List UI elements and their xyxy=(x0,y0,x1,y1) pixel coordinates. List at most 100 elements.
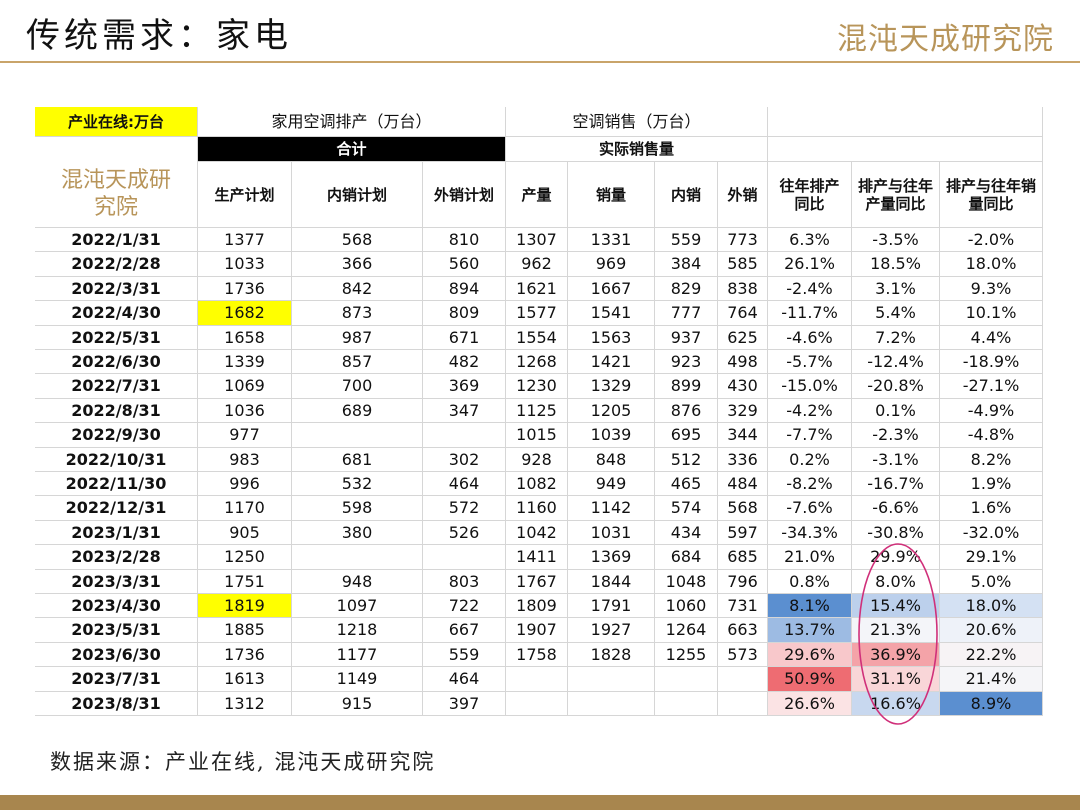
table-cell: 1048 xyxy=(655,569,718,594)
table-cell: -3.5% xyxy=(852,228,940,253)
table-cell: 848 xyxy=(568,447,655,472)
table-cell: 1736 xyxy=(198,642,292,668)
table-cell: 1339 xyxy=(198,350,292,375)
table-cell: 347 xyxy=(423,398,506,424)
table-cell: 700 xyxy=(292,374,423,399)
row-date: 2023/5/31 xyxy=(35,618,198,643)
table-cell: 1758 xyxy=(506,642,568,668)
table-cell: 15.4% xyxy=(852,594,940,619)
table-cell: 29.6% xyxy=(768,642,852,668)
table-cell: 5.0% xyxy=(940,569,1043,594)
column-header: 生产计划 xyxy=(198,162,292,228)
table-cell: 810 xyxy=(423,228,506,253)
table-cell: 26.6% xyxy=(768,691,852,716)
table-cell: 464 xyxy=(423,667,506,692)
table-cell: -8.2% xyxy=(768,472,852,497)
table-cell: -6.6% xyxy=(852,496,940,521)
row-date: 2023/7/31 xyxy=(35,667,198,692)
table-cell: 1264 xyxy=(655,618,718,643)
table-cell: 876 xyxy=(655,398,718,424)
table-cell: 36.9% xyxy=(852,642,940,668)
table-cell xyxy=(506,667,568,692)
table-cell: 842 xyxy=(292,276,423,302)
table-cell: 1809 xyxy=(506,594,568,619)
table-cell: 336 xyxy=(718,447,768,472)
table-cell: 1255 xyxy=(655,642,718,668)
row-date: 2023/3/31 xyxy=(35,569,198,594)
table-cell: 430 xyxy=(718,374,768,399)
table-cell: 1177 xyxy=(292,642,423,668)
table-cell: 695 xyxy=(655,423,718,448)
table-cell: 829 xyxy=(655,276,718,302)
column-header: 产量 xyxy=(506,162,568,228)
table-cell: 1613 xyxy=(198,667,292,692)
blank-header xyxy=(768,107,1043,137)
table-cell: -5.7% xyxy=(768,350,852,375)
table-cell: 1060 xyxy=(655,594,718,619)
table-cell: 1331 xyxy=(568,228,655,253)
table-cell: 689 xyxy=(292,398,423,424)
table-cell: 560 xyxy=(423,252,506,277)
row-date: 2022/12/31 xyxy=(35,496,198,521)
subgroup-header: 实际销售量 xyxy=(506,137,768,162)
table-cell: 873 xyxy=(292,301,423,326)
table-cell: 1082 xyxy=(506,472,568,497)
table-cell: 1250 xyxy=(198,545,292,570)
table-cell: 598 xyxy=(292,496,423,521)
table-cell: 905 xyxy=(198,520,292,546)
table-cell: 366 xyxy=(292,252,423,277)
table-cell: -32.0% xyxy=(940,520,1043,546)
table-cell: 962 xyxy=(506,252,568,277)
row-date: 2022/10/31 xyxy=(35,447,198,472)
row-date: 2022/9/30 xyxy=(35,423,198,448)
table-cell: 8.1% xyxy=(768,594,852,619)
table-cell: 6.3% xyxy=(768,228,852,253)
row-date: 2023/6/30 xyxy=(35,642,198,668)
table-cell: 1658 xyxy=(198,325,292,350)
table-cell: 568 xyxy=(292,228,423,253)
table-cell: 684 xyxy=(655,545,718,570)
table-cell: -27.1% xyxy=(940,374,1043,399)
table-cell: 969 xyxy=(568,252,655,277)
blank-header xyxy=(35,137,198,162)
table-cell: 685 xyxy=(718,545,768,570)
row-date: 2022/2/28 xyxy=(35,252,198,277)
table-cell: 1097 xyxy=(292,594,423,619)
column-header: 往年排产同比 xyxy=(768,162,852,228)
table-cell: 29.1% xyxy=(940,545,1043,570)
table-cell xyxy=(718,691,768,716)
table-cell: -15.0% xyxy=(768,374,852,399)
table-cell: 559 xyxy=(655,228,718,253)
table-cell: 1751 xyxy=(198,569,292,594)
table-cell: -12.4% xyxy=(852,350,940,375)
table-cell: 977 xyxy=(198,423,292,448)
table-cell: 1170 xyxy=(198,496,292,521)
table-cell: 1160 xyxy=(506,496,568,521)
table-cell: 1554 xyxy=(506,325,568,350)
row-date: 2022/6/30 xyxy=(35,350,198,375)
table-cell: 1828 xyxy=(568,642,655,668)
table-cell: 671 xyxy=(423,325,506,350)
table-cell: -18.9% xyxy=(940,350,1043,375)
table-cell: 380 xyxy=(292,520,423,546)
table-cell: 731 xyxy=(718,594,768,619)
logo: 混沌天成研究院 xyxy=(837,22,1054,57)
table-cell: 344 xyxy=(718,423,768,448)
table-cell: 8.2% xyxy=(940,447,1043,472)
table-cell: 597 xyxy=(718,520,768,546)
table-cell: 572 xyxy=(423,496,506,521)
table-cell: -2.3% xyxy=(852,423,940,448)
group-header: 空调销售（万台） xyxy=(506,107,768,137)
table-cell: 1767 xyxy=(506,569,568,594)
subgroup-header: 合计 xyxy=(198,137,506,162)
table-cell: 987 xyxy=(292,325,423,350)
table-cell: 915 xyxy=(292,691,423,716)
table-cell: 0.1% xyxy=(852,398,940,424)
table-cell: 838 xyxy=(718,276,768,302)
table-cell: 21.4% xyxy=(940,667,1043,692)
table-cell: -20.8% xyxy=(852,374,940,399)
table-cell: 809 xyxy=(423,301,506,326)
